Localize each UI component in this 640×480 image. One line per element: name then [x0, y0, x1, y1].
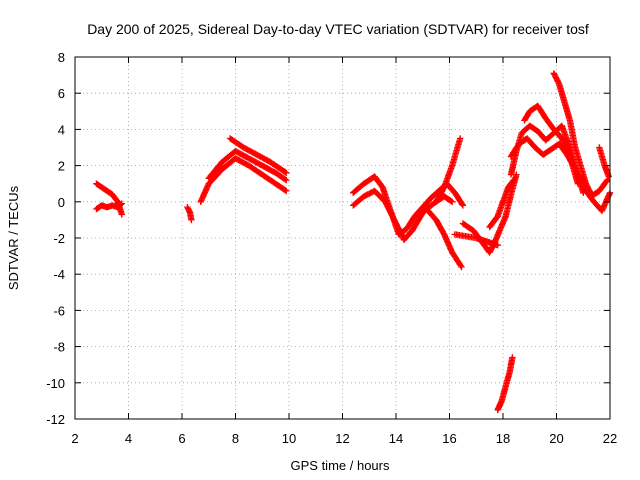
- series-arc-1: [93, 180, 125, 218]
- series-arc-14: [494, 354, 516, 414]
- x-tick-label: 2: [71, 431, 78, 446]
- series-arc-3: [184, 204, 195, 224]
- y-tick-label: -10: [46, 376, 65, 391]
- data-point-markers: [93, 200, 125, 213]
- data-point-markers: [574, 171, 614, 215]
- series-arc-5: [205, 147, 290, 184]
- series-arc-20: [596, 144, 612, 180]
- series-arc-9: [424, 207, 465, 271]
- y-tick-label: 8: [58, 50, 65, 65]
- series-arc-4: [197, 155, 290, 205]
- y-tick-label: -6: [53, 303, 65, 318]
- data-point-markers: [197, 155, 290, 205]
- data-point-markers: [184, 204, 195, 224]
- y-tick-label: 2: [58, 159, 65, 174]
- data-point-markers: [226, 135, 290, 176]
- x-tick-label: 18: [496, 431, 510, 446]
- y-tick-label: 0: [58, 195, 65, 210]
- x-tick-label: 16: [442, 431, 456, 446]
- x-tick-label: 20: [549, 431, 563, 446]
- x-tick-label: 14: [389, 431, 403, 446]
- data-marks: [93, 70, 614, 414]
- series-arc-13: [486, 176, 517, 231]
- y-tick-label: -4: [53, 267, 65, 282]
- x-axis-label: GPS time / hours: [291, 458, 390, 473]
- y-axis-ticks: -12 -10 -8 -6 -4 -2 0 2 4 6 8: [46, 50, 610, 427]
- chart-title: Day 200 of 2025, Sidereal Day-to-day VTE…: [87, 21, 589, 37]
- data-point-markers: [507, 135, 611, 200]
- data-point-markers: [550, 70, 595, 198]
- x-tick-label: 8: [232, 431, 239, 446]
- y-tick-label: 6: [58, 86, 65, 101]
- series-arc-2: [93, 200, 125, 213]
- x-tick-label: 10: [282, 431, 296, 446]
- y-tick-label: -8: [53, 340, 65, 355]
- data-point-markers: [432, 135, 464, 205]
- series-arc-18: [550, 70, 595, 198]
- series-arc-6: [226, 135, 290, 176]
- data-point-markers: [459, 171, 520, 256]
- x-axis-ticks: 2 4 6 8 10 12 14 16 18 20 22: [71, 57, 617, 446]
- x-tick-label: 22: [603, 431, 617, 446]
- data-point-markers: [494, 354, 516, 414]
- y-tick-label: -12: [46, 412, 65, 427]
- data-point-markers: [93, 180, 125, 218]
- data-point-markers: [596, 144, 612, 180]
- series-arc-19: [574, 171, 614, 215]
- x-tick-label: 12: [335, 431, 349, 446]
- series-arc-17: [507, 135, 611, 200]
- series-arc-12: [459, 171, 520, 256]
- data-point-markers: [424, 207, 465, 271]
- x-tick-label: 4: [125, 431, 132, 446]
- data-point-markers: [486, 176, 517, 231]
- series-arc-10: [432, 135, 464, 205]
- y-tick-label: 4: [58, 122, 65, 137]
- data-point-markers: [205, 147, 290, 184]
- y-axis-label: SDTVAR / TECUs: [6, 185, 21, 290]
- y-tick-label: -2: [53, 231, 65, 246]
- grid-lines: [75, 57, 610, 419]
- x-tick-label: 6: [178, 431, 185, 446]
